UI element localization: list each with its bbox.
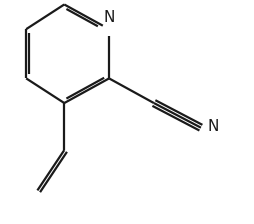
Text: N: N bbox=[208, 119, 219, 134]
Text: N: N bbox=[103, 11, 115, 25]
